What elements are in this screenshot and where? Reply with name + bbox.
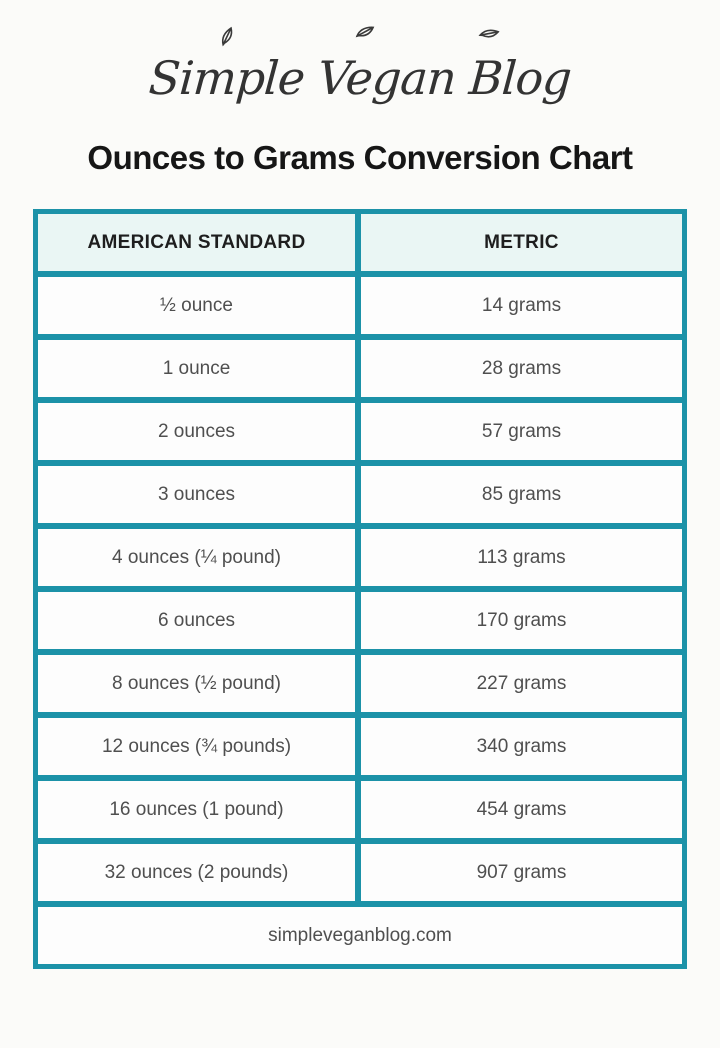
leaf-icon <box>355 22 377 41</box>
table-cell-american: 3 ounces <box>38 466 355 523</box>
table-cell-metric: 14 grams <box>361 277 682 334</box>
website-footer: simpleveganblog.com <box>38 907 682 964</box>
table-cell-metric: 227 grams <box>361 655 682 712</box>
table-cell-american: 2 ounces <box>38 403 355 460</box>
table-cell-american: ½ ounce <box>38 277 355 334</box>
logo-text: Simple Vegan Blog <box>147 51 573 105</box>
conversion-table: AMERICAN STANDARD METRIC ½ ounce 14 gram… <box>33 209 687 969</box>
table-cell-metric: 28 grams <box>361 340 682 397</box>
table-cell-metric: 170 grams <box>361 592 682 649</box>
table-cell-american: 12 ounces (¾ pounds) <box>38 718 355 775</box>
leaf-icon <box>217 25 240 47</box>
table-cell-metric: 907 grams <box>361 844 682 901</box>
column-header-american-standard: AMERICAN STANDARD <box>38 214 355 271</box>
page-title: Ounces to Grams Conversion Chart <box>87 139 633 176</box>
leaf-icon <box>478 23 502 46</box>
table-cell-metric: 57 grams <box>361 403 682 460</box>
table-cell-metric: 454 grams <box>361 781 682 838</box>
page: Simple Vegan Blog Ounces to Grams Conver… <box>0 26 720 1048</box>
table-cell-metric: 113 grams <box>361 529 682 586</box>
blog-logo: Simple Vegan Blog <box>147 26 573 126</box>
table-cell-american: 6 ounces <box>38 592 355 649</box>
table-cell-american: 16 ounces (1 pound) <box>38 781 355 838</box>
table-cell-american: 8 ounces (½ pound) <box>38 655 355 712</box>
table-cell-metric: 85 grams <box>361 466 682 523</box>
table-cell-american: 4 ounces (¼ pound) <box>38 529 355 586</box>
table-cell-american: 32 ounces (2 pounds) <box>38 844 355 901</box>
table-cell-american: 1 ounce <box>38 340 355 397</box>
table-cell-metric: 340 grams <box>361 718 682 775</box>
column-header-metric: METRIC <box>361 214 682 271</box>
